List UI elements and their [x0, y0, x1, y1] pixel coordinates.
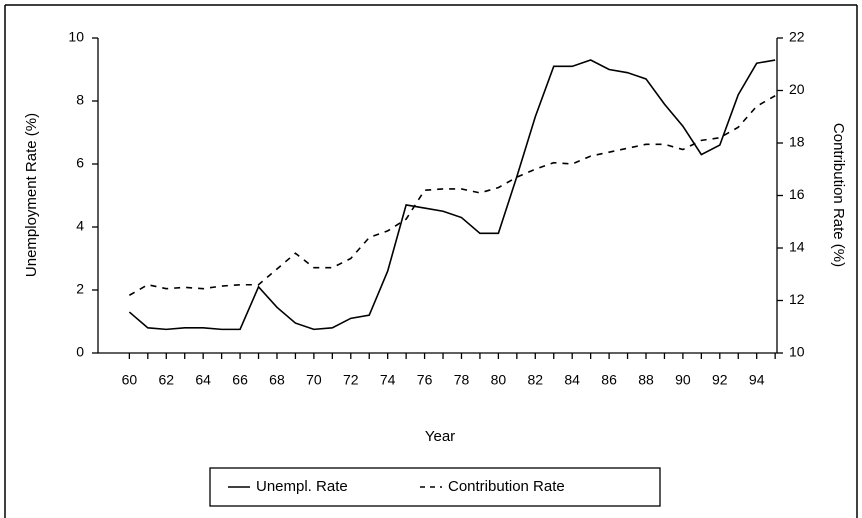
legend-label: Contribution Rate [448, 478, 565, 495]
y2-tick-label: 16 [789, 186, 805, 202]
x-tick-label: 64 [195, 372, 211, 388]
x-tick-label: 68 [269, 372, 285, 388]
legend-label: Unempl. Rate [256, 478, 348, 495]
y2-tick-label: 12 [789, 291, 805, 307]
y2-tick-label: 14 [789, 239, 805, 255]
legend-box [209, 467, 661, 507]
y2-tick-label: 20 [789, 81, 805, 97]
y2-axis-label: Contribution Rate (%) [830, 123, 847, 267]
x-tick-label: 70 [306, 372, 322, 388]
y-tick-label: 4 [76, 218, 84, 234]
x-tick-label: 92 [712, 372, 728, 388]
x-tick-label: 94 [749, 372, 765, 388]
x-tick-label: 74 [380, 372, 396, 388]
series-line [128, 95, 776, 296]
series-line [128, 59, 776, 331]
x-tick-label: 84 [564, 372, 580, 388]
y-tick-label: 8 [76, 92, 84, 108]
y-tick-label: 2 [76, 281, 84, 297]
x-tick-label: 78 [454, 372, 470, 388]
y-tick-label: 10 [68, 29, 84, 45]
x-tick-label: 72 [343, 372, 359, 388]
x-tick-label: 88 [638, 372, 654, 388]
x-axis-label: Year [425, 428, 455, 445]
x-tick-label: 76 [417, 372, 433, 388]
x-tick-label: 86 [601, 372, 617, 388]
y2-tick-label: 18 [789, 134, 805, 150]
x-tick-label: 80 [491, 372, 507, 388]
y2-tick-label: 10 [789, 344, 805, 360]
x-tick-label: 66 [232, 372, 248, 388]
y-axis-label: Unemployment Rate (%) [23, 113, 40, 277]
x-tick-label: 62 [158, 372, 174, 388]
x-tick-label: 90 [675, 372, 691, 388]
y2-tick-label: 22 [789, 29, 805, 45]
x-tick-label: 60 [122, 372, 138, 388]
x-tick-label: 82 [528, 372, 544, 388]
y-tick-label: 6 [76, 155, 84, 171]
y-tick-label: 0 [76, 344, 84, 360]
